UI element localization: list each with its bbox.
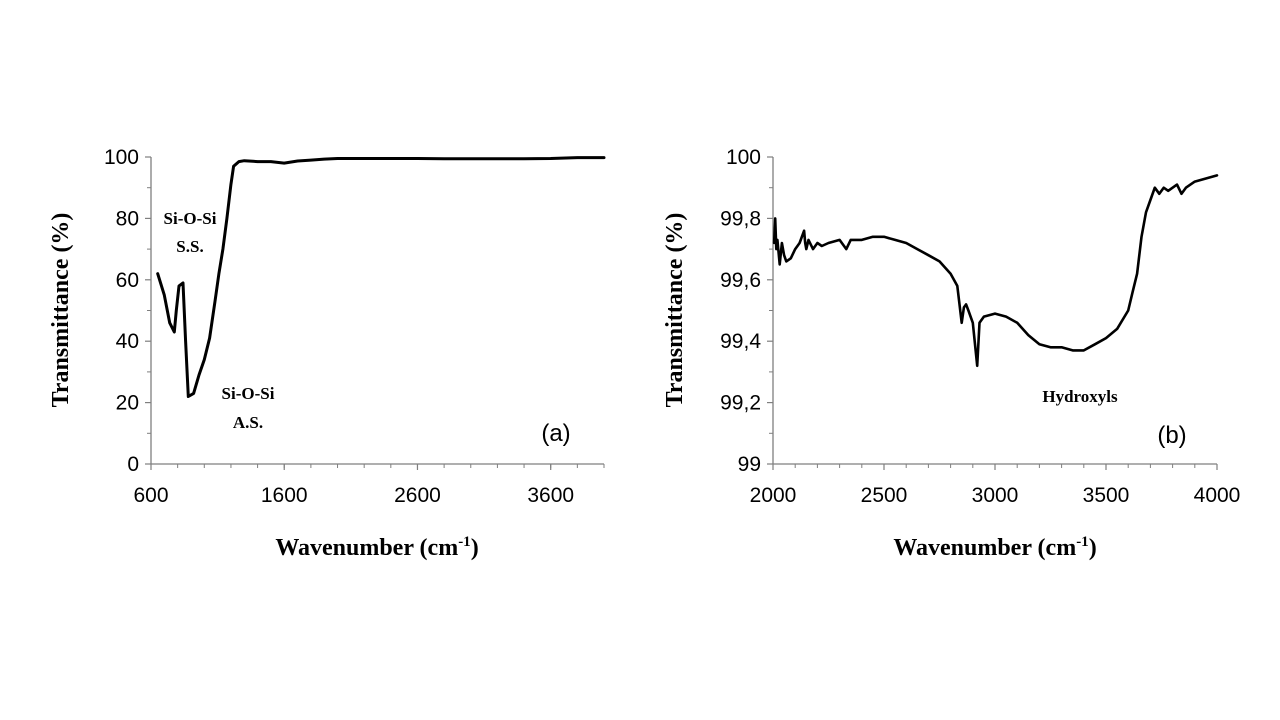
panel-b-label: (b) — [1157, 422, 1186, 449]
panel-a-x-tick-label: 600 — [133, 484, 168, 507]
panel-b-series-line — [772, 174, 1219, 368]
panel-b-y-tick-label: 99,2 — [720, 392, 761, 415]
panel-b-x-tick-label: 4000 — [1194, 484, 1241, 507]
panel-b-y-axis-title: Transmittance (%) — [662, 213, 688, 408]
panel-b-marks: 99 99,2 99,4 99,6 99,8 100 2000 2500 3000 3500 400… — [720, 146, 1240, 507]
panel-a-label: (a) — [541, 420, 570, 447]
panel-b-x-tick-label: 3000 — [972, 484, 1019, 507]
panel-a: 0 20 40 60 80 100 600 1600 2600 3600 Si-O-Si S.S.… — [48, 146, 606, 561]
panel-a-y-axis-title: Transmittance (%) — [48, 213, 74, 408]
annotation-si-o-si-ss-line1: Si-O-Si — [164, 209, 217, 228]
panel-a-y-tick-label: 40 — [116, 330, 139, 353]
panel-a-x-axis-title-main: Wavenumber (cm — [275, 535, 458, 561]
panel-b-x-tick-label: 2500 — [861, 484, 908, 507]
panel-a-y-tick-label: 100 — [104, 146, 139, 169]
panel-b-y-tick-label: 99 — [738, 453, 761, 476]
annotation-si-o-si-ss-line2: S.S. — [176, 237, 203, 256]
panel-b: 99 99,2 99,4 99,6 99,8 100 2000 2500 3000 3500 400… — [662, 146, 1240, 561]
panel-a-x-tick-label: 3600 — [527, 484, 574, 507]
panel-a-x-axis-title-sup: -1 — [458, 534, 471, 550]
panel-a-y-tick-label: 80 — [116, 207, 139, 230]
panel-b-y-tick-label: 99,4 — [720, 330, 761, 353]
panel-a-x-tick-label: 1600 — [261, 484, 308, 507]
panel-b-x-axis-title: Wavenumber (cm-1) — [893, 534, 1096, 561]
annotation-si-o-si-as-line2: A.S. — [233, 413, 263, 432]
panel-a-y-tick-label: 20 — [116, 392, 139, 415]
panel-b-y-tick-label: 99,8 — [720, 207, 761, 230]
panel-b-y-tick-label: 99,6 — [720, 269, 761, 292]
panel-a-marks: 0 20 40 60 80 100 600 1600 2600 3600 — [104, 146, 606, 507]
panel-b-x-axis-title-main: Wavenumber (cm — [893, 535, 1076, 561]
panel-b-x-axis-title-sup: -1 — [1076, 534, 1089, 550]
panel-a-x-tick-label: 2600 — [394, 484, 441, 507]
panel-b-x-tick-label: 3500 — [1083, 484, 1130, 507]
annotation-hydroxyls: Hydroxyls — [1042, 387, 1118, 406]
panel-b-x-axis-title-end: ) — [1089, 535, 1097, 561]
panel-a-x-axis-title: Wavenumber (cm-1) — [275, 534, 478, 561]
panel-a-x-axis-title-end: ) — [471, 535, 479, 561]
panel-a-y-tick-label: 60 — [116, 269, 139, 292]
panel-a-series-line — [156, 156, 606, 398]
panel-b-x-tick-label: 2000 — [750, 484, 797, 507]
annotation-si-o-si-as-line1: Si-O-Si — [222, 384, 275, 403]
panel-b-y-tick-label: 100 — [726, 146, 761, 169]
panel-a-y-tick-label: 0 — [127, 453, 139, 476]
